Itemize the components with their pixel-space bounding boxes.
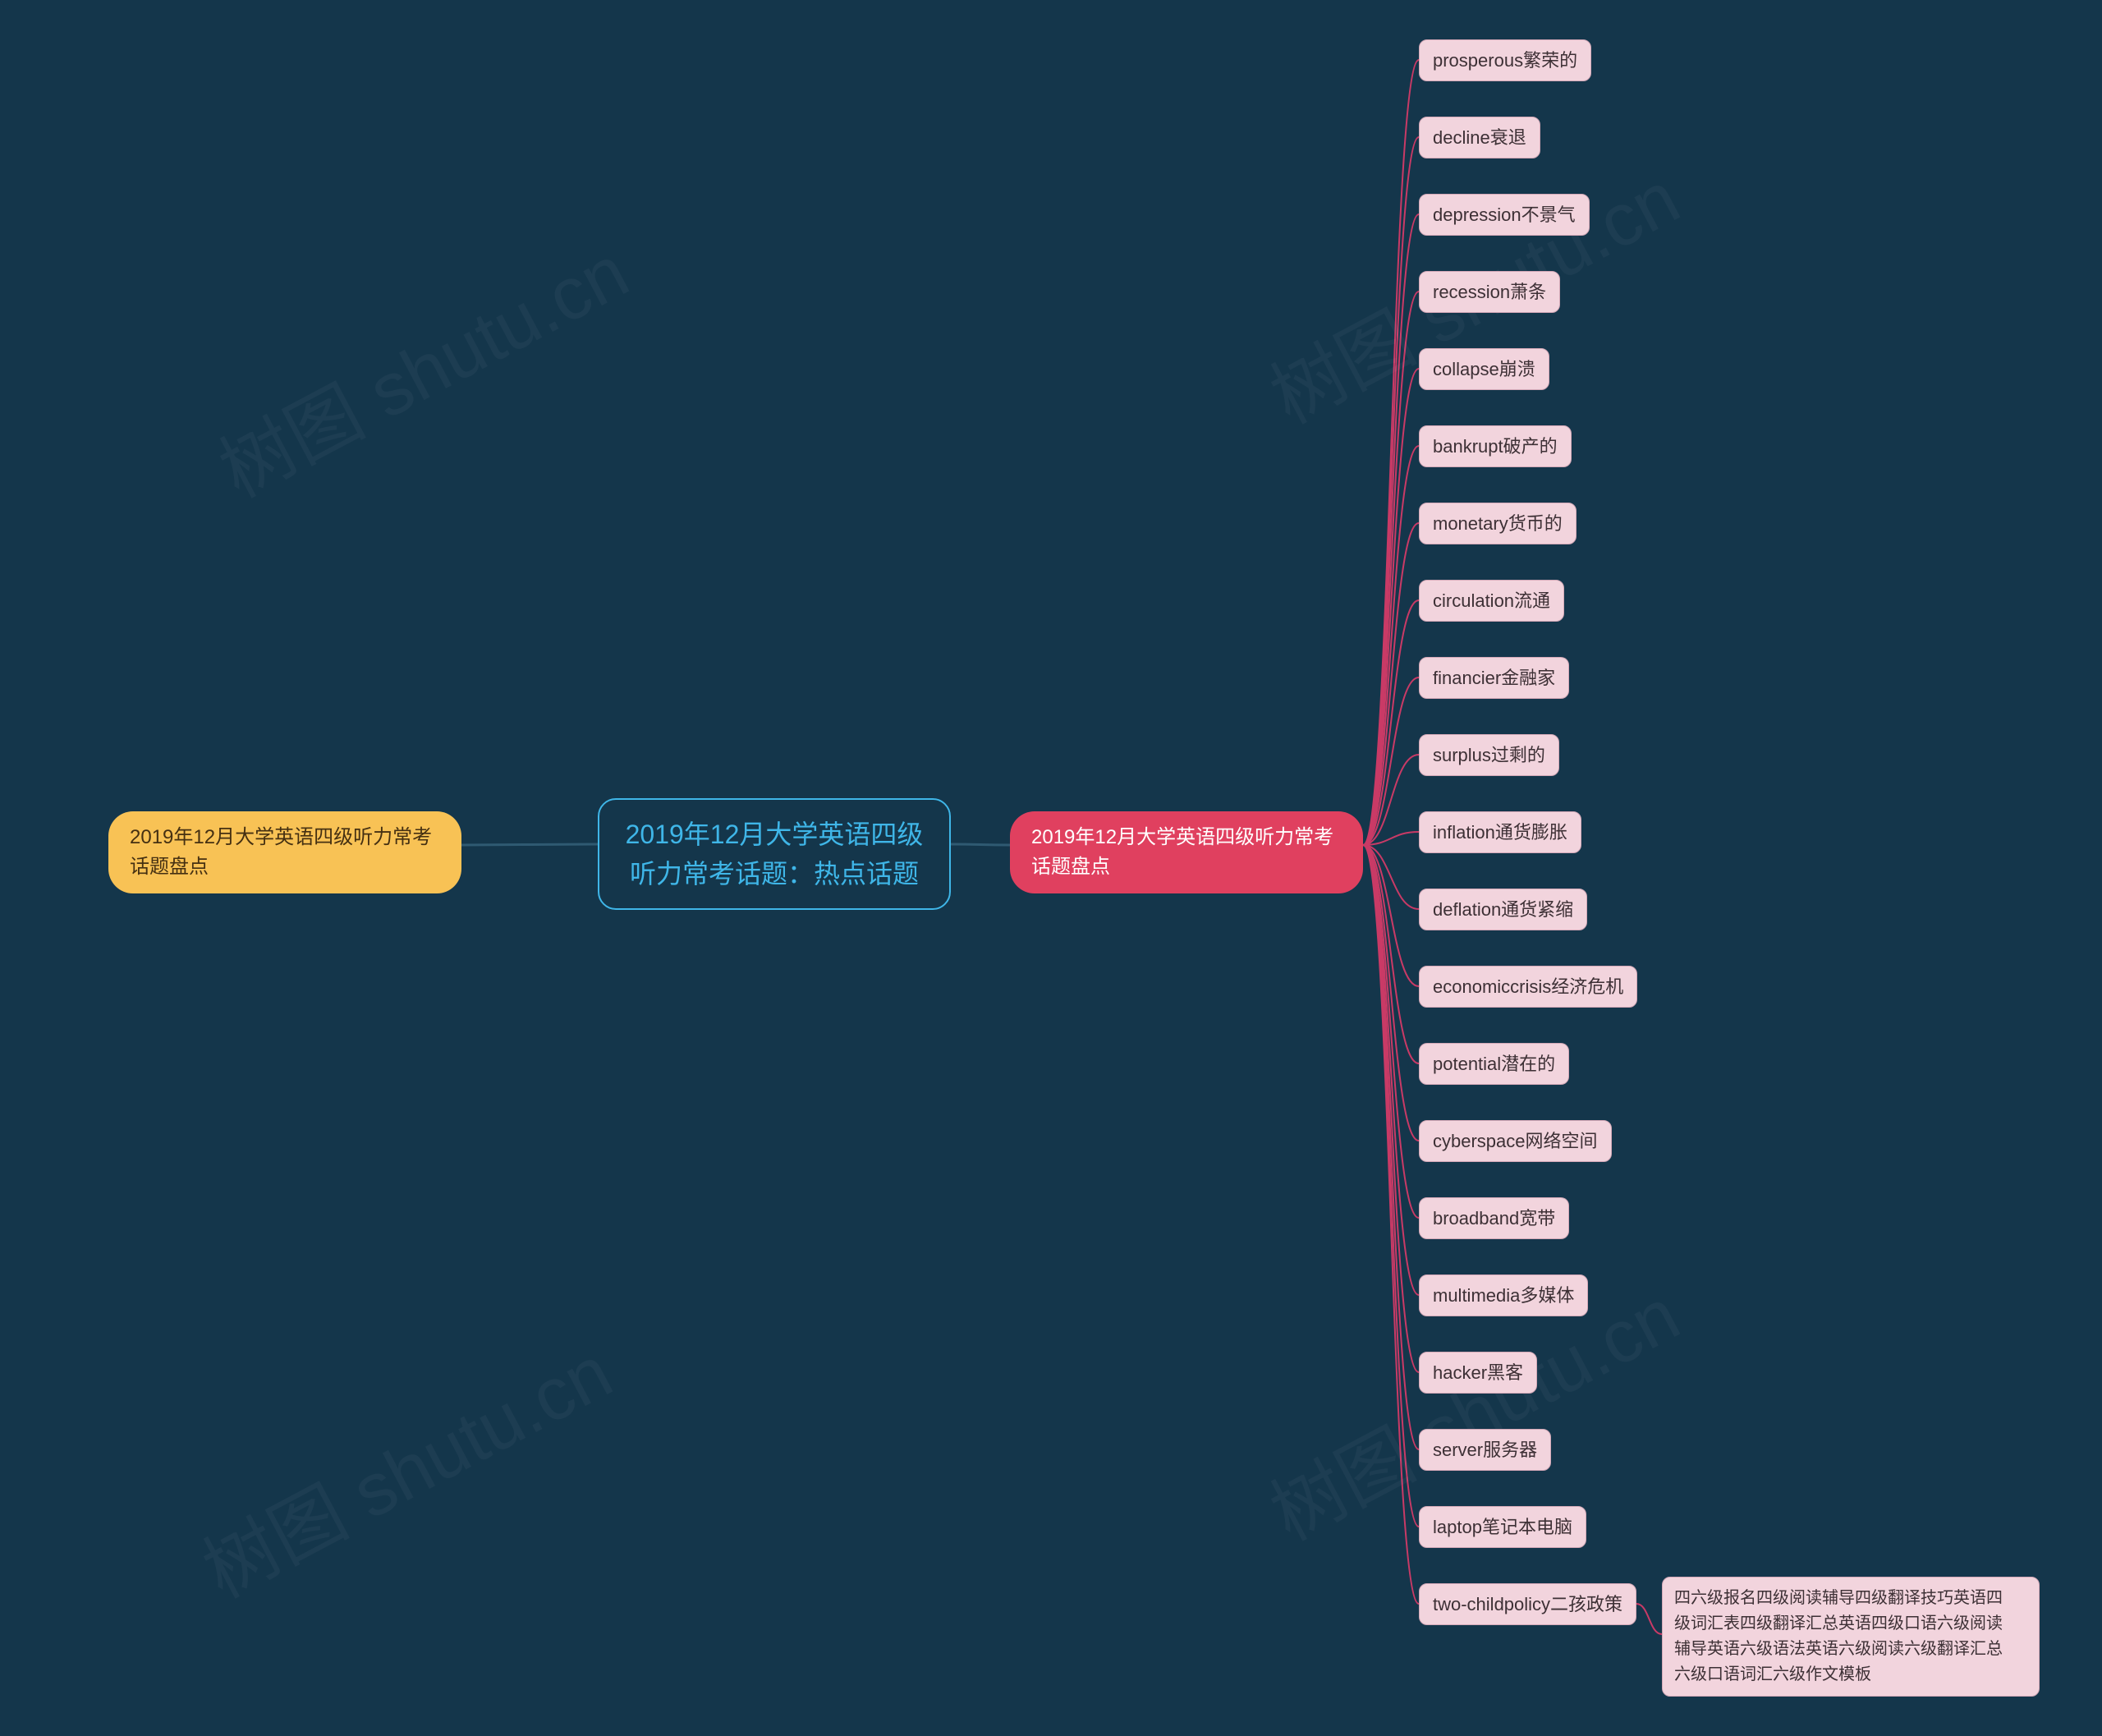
center-topic[interactable]: 2019年12月大学英语四级 听力常考话题：热点话题: [598, 798, 951, 910]
leaf-node[interactable]: server服务器: [1419, 1429, 1551, 1471]
leaf-node[interactable]: collapse崩溃: [1419, 348, 1549, 390]
leaf-node[interactable]: inflation通货膨胀: [1419, 811, 1581, 853]
leaf-node[interactable]: hacker黑客: [1419, 1352, 1537, 1394]
leaf-node[interactable]: economiccrisis经济危机: [1419, 966, 1637, 1008]
watermark: 树图 shutu.cn: [198, 214, 643, 518]
leaf-node[interactable]: financier金融家: [1419, 657, 1569, 699]
leaf-node[interactable]: two-childpolicy二孩政策: [1419, 1583, 1636, 1625]
detail-line1: 四六级报名四级阅读辅导四级翻译技巧英语四: [1674, 1589, 2003, 1607]
leaf-node[interactable]: surplus过剩的: [1419, 734, 1559, 776]
center-line2: 听力常考话题：热点话题: [630, 859, 919, 889]
detail-line4: 六级口语词汇六级作文模板: [1674, 1665, 1871, 1683]
right-branch-line1: 2019年12月大学英语四级听力常考: [1031, 826, 1333, 848]
leaf-node[interactable]: cyberspace网络空间: [1419, 1120, 1612, 1162]
left-branch-line2: 话题盘点: [130, 856, 209, 878]
detail-line3: 辅导英语六级语法英语六级阅读六级翻译汇总: [1674, 1640, 2003, 1658]
leaf-node[interactable]: deflation通货紧缩: [1419, 889, 1587, 930]
leaf-node[interactable]: prosperous繁荣的: [1419, 39, 1591, 81]
right-branch-line2: 话题盘点: [1031, 856, 1110, 878]
detail-line2: 级词汇表四级翻译汇总英语四级口语六级阅读: [1674, 1614, 2003, 1633]
center-line1: 2019年12月大学英语四级: [626, 820, 924, 849]
leaf-node[interactable]: broadband宽带: [1419, 1197, 1569, 1239]
leaf-node[interactable]: potential潜在的: [1419, 1043, 1569, 1085]
detail-node[interactable]: 四六级报名四级阅读辅导四级翻译技巧英语四 级词汇表四级翻译汇总英语四级口语六级阅…: [1662, 1577, 2040, 1697]
leaf-node[interactable]: laptop笔记本电脑: [1419, 1506, 1586, 1548]
leaf-node[interactable]: multimedia多媒体: [1419, 1274, 1588, 1316]
watermark: 树图 shutu.cn: [181, 1314, 626, 1619]
leaf-node[interactable]: circulation流通: [1419, 580, 1564, 622]
leaf-node[interactable]: monetary货币的: [1419, 503, 1576, 544]
leaf-node[interactable]: bankrupt破产的: [1419, 425, 1572, 467]
left-branch[interactable]: 2019年12月大学英语四级听力常考 话题盘点: [108, 811, 461, 893]
right-branch[interactable]: 2019年12月大学英语四级听力常考 话题盘点: [1010, 811, 1363, 893]
leaf-node[interactable]: decline衰退: [1419, 117, 1540, 158]
leaf-node[interactable]: recession萧条: [1419, 271, 1560, 313]
leaf-node[interactable]: depression不景气: [1419, 194, 1590, 236]
left-branch-line1: 2019年12月大学英语四级听力常考: [130, 826, 432, 848]
